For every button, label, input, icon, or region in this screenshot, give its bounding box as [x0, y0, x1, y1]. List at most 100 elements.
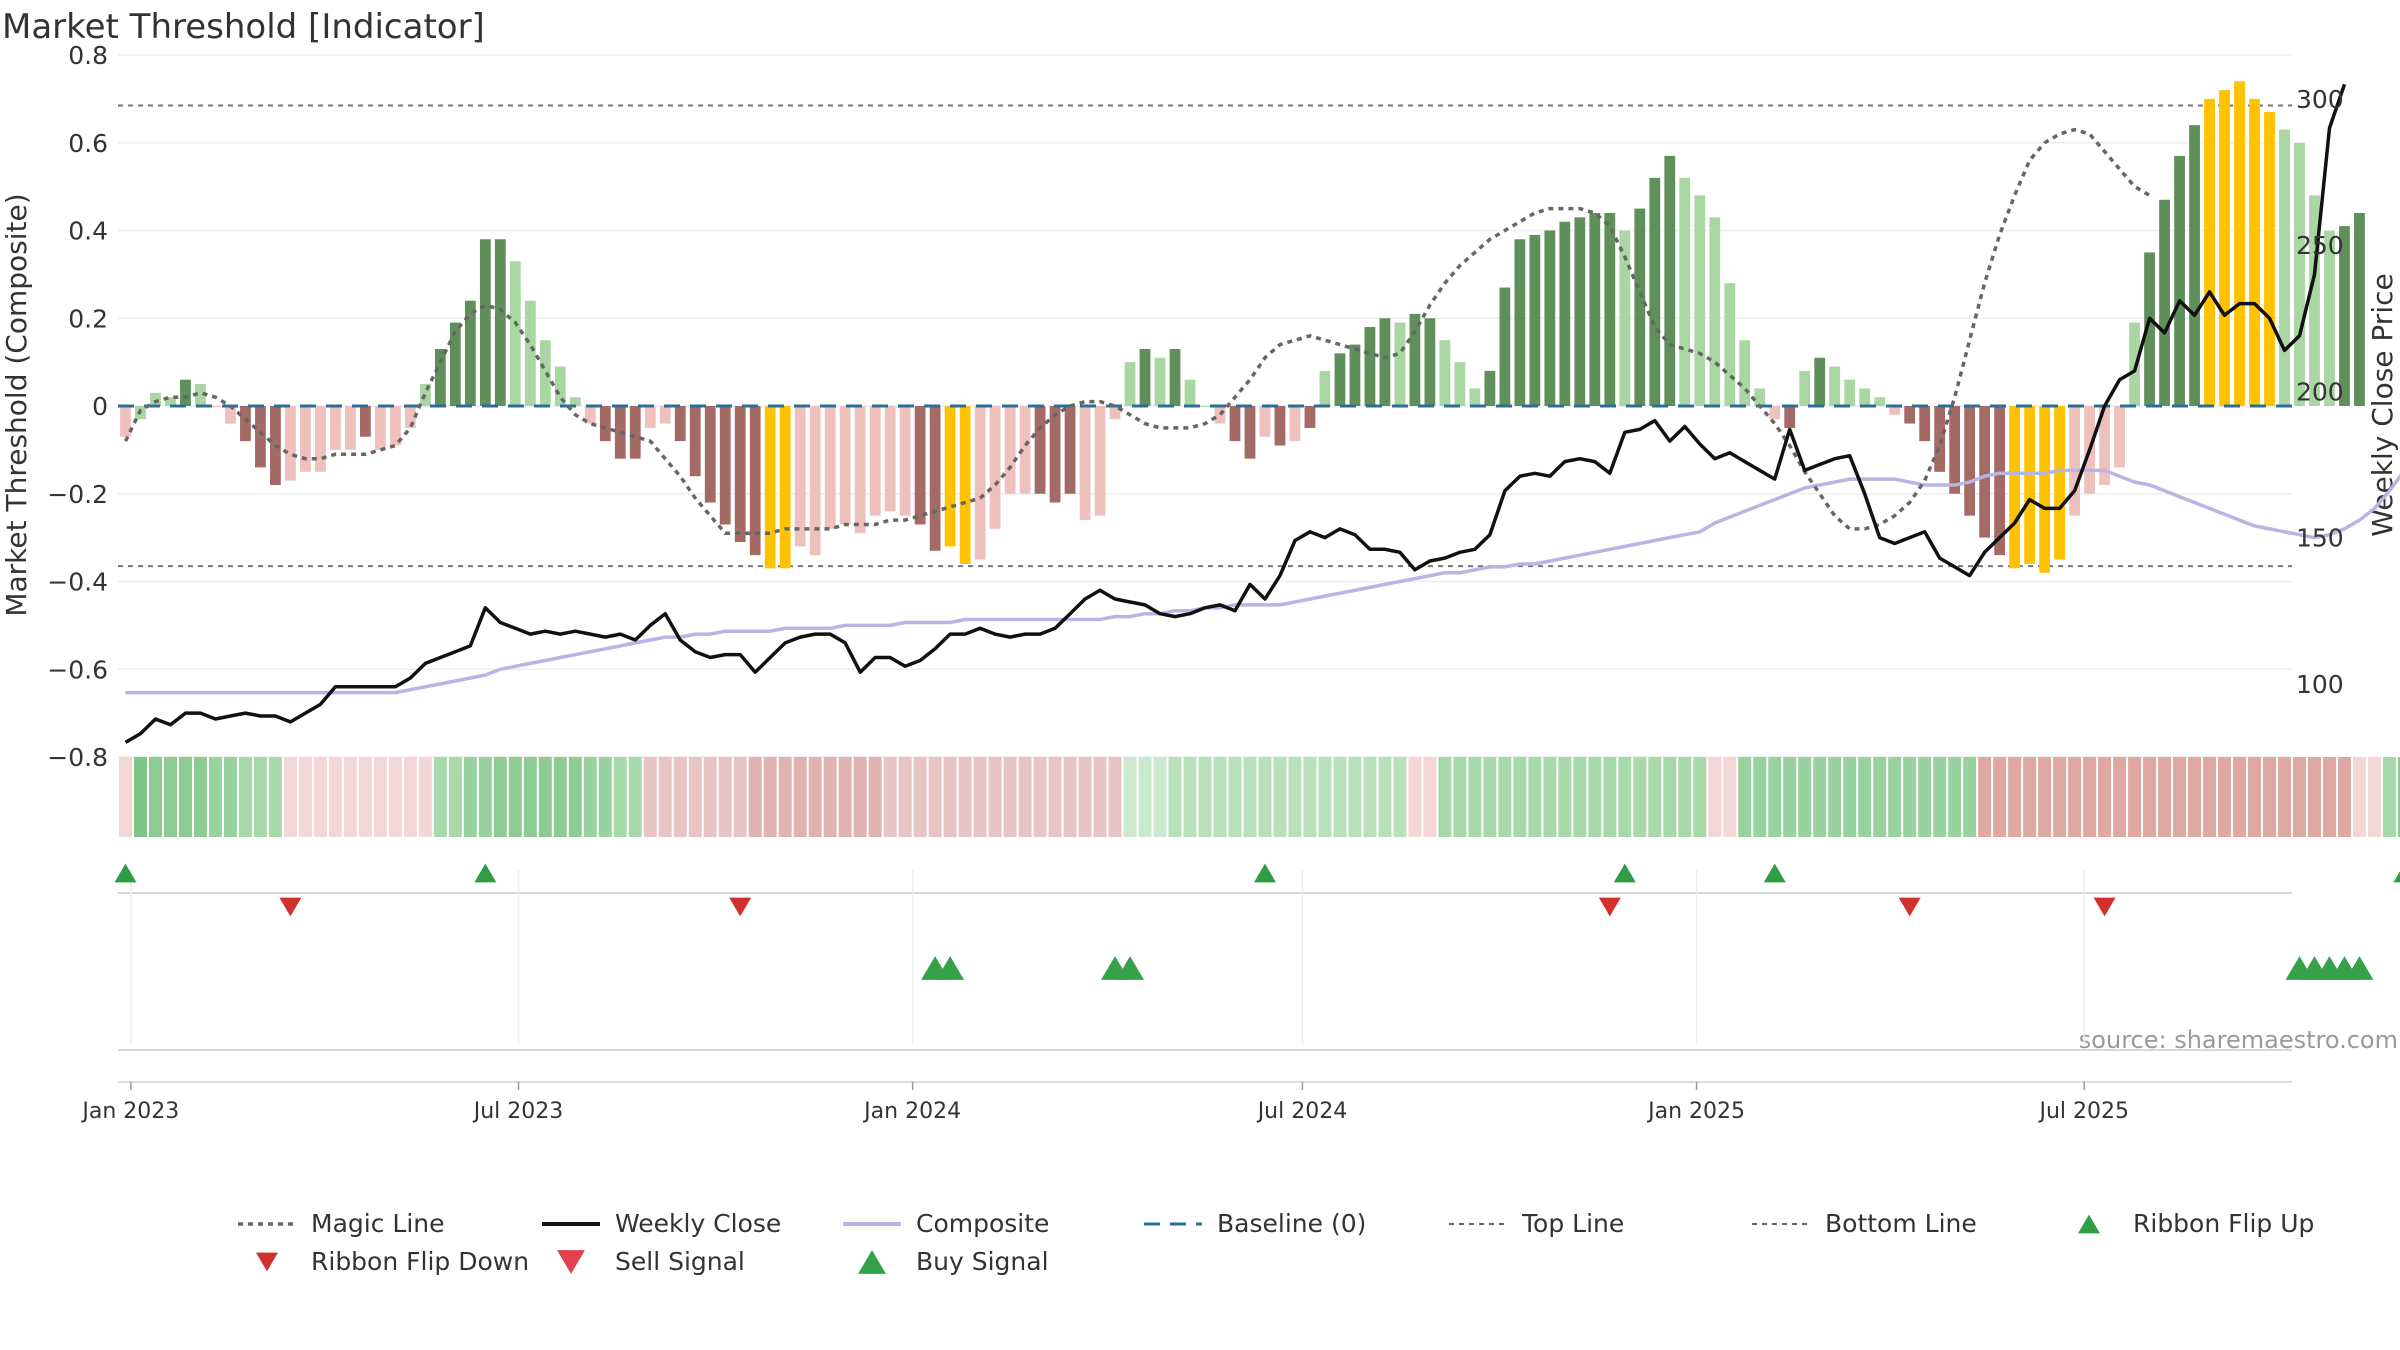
composite-bar [120, 406, 131, 437]
y-axis-label-right: Weekly Close Price [2366, 273, 2399, 536]
composite-bar [929, 406, 941, 551]
ribbon-cell [373, 757, 387, 837]
composite-bar [1169, 348, 1181, 406]
composite-bar [1124, 362, 1136, 406]
ribbon-cell [2352, 757, 2366, 837]
composite-bar [1484, 370, 1496, 406]
composite-bar [764, 406, 776, 569]
ribbon-cell [928, 757, 942, 837]
ribbon-cell [2098, 757, 2112, 837]
ribbon-cell [478, 757, 492, 837]
composite-bar [2099, 406, 2110, 485]
composite-bar [1829, 366, 1841, 406]
legend-label: Baseline (0) [1217, 1209, 1366, 1238]
composite-bar [944, 406, 956, 547]
composite-bar [779, 406, 791, 569]
composite-bar [1379, 318, 1391, 406]
composite-bar [1424, 318, 1436, 406]
ribbon-cell [1093, 757, 1107, 837]
ribbon-cell [2128, 757, 2142, 837]
composite-bar [2144, 252, 2155, 406]
composite-bar [554, 366, 566, 406]
ribbon-flip-down-marker [1598, 897, 1621, 917]
composite-bar [1604, 212, 1616, 406]
ribbon-flip-down-marker [729, 897, 752, 917]
composite-bar [1574, 217, 1586, 406]
legend-label: Sell Signal [615, 1247, 745, 1276]
y-tick-label: −0.4 [47, 568, 108, 597]
ribbon-cell [1138, 757, 1152, 837]
ribbon-cell [1783, 757, 1797, 837]
ribbon-cell [493, 757, 507, 837]
composite-line [125, 468, 2400, 695]
composite-bar [1394, 322, 1406, 406]
ribbon-cell [358, 757, 372, 837]
ribbon-cell [673, 757, 687, 837]
ribbon-cell [1108, 757, 1122, 837]
ribbon-cell [208, 757, 222, 837]
ribbon-cell [898, 757, 912, 837]
legend-item: Top Line [1449, 1209, 1624, 1238]
ribbon-layer [119, 757, 2400, 837]
ribbon-cell [2248, 757, 2262, 837]
composite-bar [1814, 357, 1826, 406]
ribbon-cell [178, 757, 192, 837]
composite-bar [404, 406, 416, 428]
ribbon-cell [913, 757, 927, 837]
ribbon-cell [448, 757, 462, 837]
ribbon-cell [1003, 757, 1017, 837]
ribbon-cell [718, 757, 732, 837]
ribbon-cell [628, 757, 642, 837]
ribbon-cell [1168, 757, 1182, 837]
ribbon-cell [823, 757, 837, 837]
composite-bar [719, 406, 731, 525]
ribbon-cell [1303, 757, 1317, 837]
ribbon-cell [2293, 757, 2306, 837]
composite-bar [359, 406, 371, 437]
y-tick-label: −0.6 [47, 655, 108, 684]
ribbon-cell [1033, 757, 1047, 837]
y-axis-label-left: Market Threshold (Composite) [0, 193, 33, 616]
ribbon-cell [1813, 757, 1827, 837]
composite-bar [2204, 98, 2215, 406]
composite-bar [1619, 230, 1631, 406]
composite-bar [1229, 406, 1241, 442]
ribbon-cell [1618, 757, 1632, 837]
ribbon-cell [943, 757, 957, 837]
weekly-close-line [124, 83, 2347, 744]
composite-bar [2189, 125, 2200, 406]
ribbon-cell [2053, 757, 2067, 837]
composite-bar [1754, 388, 1766, 406]
x-tick-label: Jan 2024 [862, 1099, 961, 1124]
legend-item: Magic Line [238, 1209, 445, 1238]
composite-bar [344, 406, 356, 450]
ribbon-cell [1513, 757, 1527, 837]
buy-signal-marker [2345, 956, 2374, 980]
composite-bar [689, 406, 701, 477]
legend-item: Ribbon Flip Up [2078, 1209, 2314, 1238]
composite-bar [569, 397, 581, 406]
y-right-tick-label: 150 [2296, 524, 2344, 553]
ribbon-cell [1843, 757, 1857, 837]
composite-bar [1544, 230, 1556, 406]
composite-bar [240, 406, 251, 442]
ribbon-cell [433, 757, 447, 837]
composite-bar [2159, 199, 2170, 406]
ribbon-cell [2367, 757, 2381, 837]
legend-item: Bottom Line [1752, 1209, 1977, 1238]
y-tick-label: 0.8 [68, 41, 108, 70]
ribbon-flip-up-marker [114, 863, 137, 883]
composite-bar [285, 406, 296, 481]
composite-bar [1184, 379, 1196, 406]
ribbon-cell [748, 757, 762, 837]
ribbon-cell [1663, 757, 1677, 837]
ribbon-cell [778, 757, 792, 837]
composite-bar [854, 406, 866, 534]
composite-bar [165, 397, 176, 406]
composite-bar [1859, 388, 1871, 406]
ribbon-cell [1873, 757, 1887, 837]
legend-label: Ribbon Flip Up [2133, 1209, 2314, 1238]
ribbon-cell [1573, 757, 1587, 837]
composite-bar [1964, 406, 1976, 516]
composite-bar [1559, 221, 1571, 406]
